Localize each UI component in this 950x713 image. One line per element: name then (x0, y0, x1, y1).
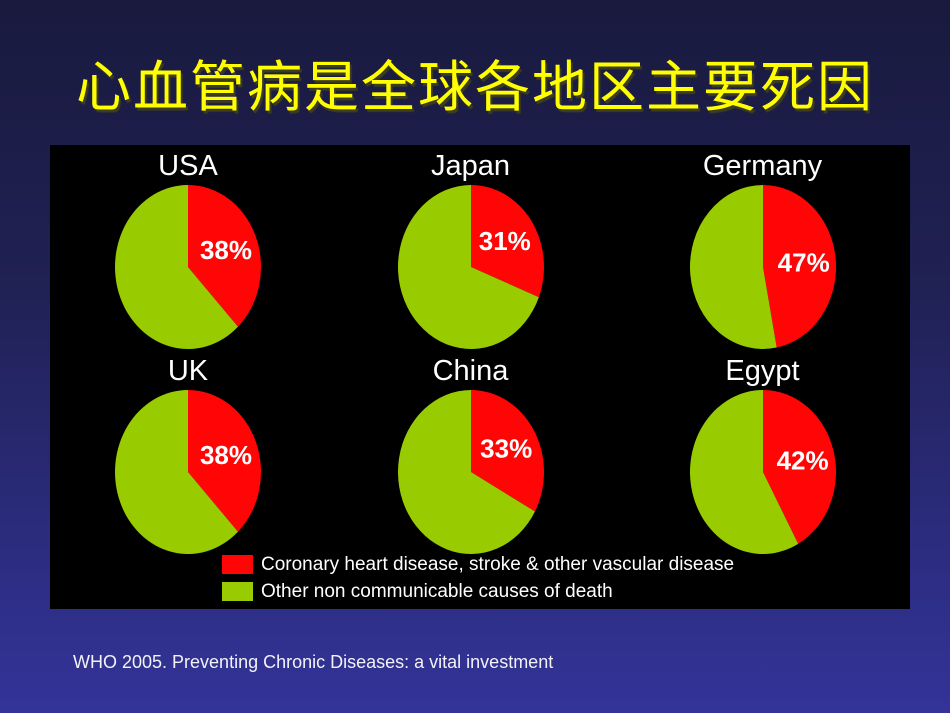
country-label-usa: USA (158, 150, 218, 182)
slide-title: 心血管病是全球各地区主要死因 (75, 55, 874, 119)
pie-chart-germany: 47% (689, 185, 836, 349)
pie-chart-usa: 38% (115, 185, 262, 349)
country-label-uk: UK (167, 355, 209, 387)
legend-label-other: Other non communicable causes of death (261, 580, 613, 602)
country-label-japan: Japan (430, 150, 510, 182)
pie-chart-egypt: 42% (689, 390, 836, 554)
legend-item-cvd: Coronary heart disease, stroke & other v… (222, 551, 734, 578)
legend-swatch-other-green (222, 582, 253, 601)
pie-slice-other (689, 390, 798, 554)
pie-cell-egypt: Egypt 42% (615, 350, 910, 555)
pie-slice-cvd (762, 390, 836, 544)
pie-slice-cvd (188, 185, 262, 327)
pie-slice-other (689, 185, 777, 349)
pie-cell-germany: Germany 47% (615, 145, 910, 350)
legend-swatch-cvd-red (222, 555, 253, 574)
pie-percent-label: 47% (777, 248, 829, 278)
pie-percent-label: 38% (200, 235, 252, 265)
legend-item-other: Other non communicable causes of death (222, 578, 734, 605)
chart-panel: USA 38% Japan 31% Germany 47% UK 38% Chi… (50, 145, 910, 609)
pie-cell-china: China 33% (326, 350, 615, 555)
legend: Coronary heart disease, stroke & other v… (222, 551, 734, 605)
pie-chart-uk: 38% (115, 390, 262, 554)
pie-percent-label: 42% (776, 446, 828, 476)
pie-slice-other (397, 185, 539, 349)
pie-cell-usa: USA 38% (50, 145, 326, 350)
pie-slice-other (397, 390, 535, 554)
pie-slice-cvd (470, 390, 544, 512)
pie-slice-cvd (188, 390, 262, 532)
pie-chart-china: 33% (397, 390, 544, 554)
pie-cell-uk: UK 38% (50, 350, 326, 555)
pie-chart-japan: 31% (397, 185, 544, 349)
pie-slice-other (115, 185, 238, 349)
legend-label-cvd: Coronary heart disease, stroke & other v… (261, 553, 735, 575)
pie-percent-label: 33% (480, 434, 532, 464)
pie-slice-other (115, 390, 238, 554)
source-citation: WHO 2005. Preventing Chronic Diseases: a… (73, 652, 554, 672)
pie-percent-label: 31% (478, 226, 530, 256)
country-label-germany: Germany (702, 150, 823, 182)
pie-percent-label: 38% (200, 440, 252, 470)
pie-grid: USA 38% Japan 31% Germany 47% UK 38% Chi… (50, 145, 910, 555)
country-label-china: China (432, 355, 509, 387)
pie-slice-cvd (470, 185, 544, 298)
pie-slice-cvd (762, 185, 836, 348)
pie-cell-japan: Japan 31% (326, 145, 615, 350)
country-label-egypt: Egypt (725, 355, 800, 387)
